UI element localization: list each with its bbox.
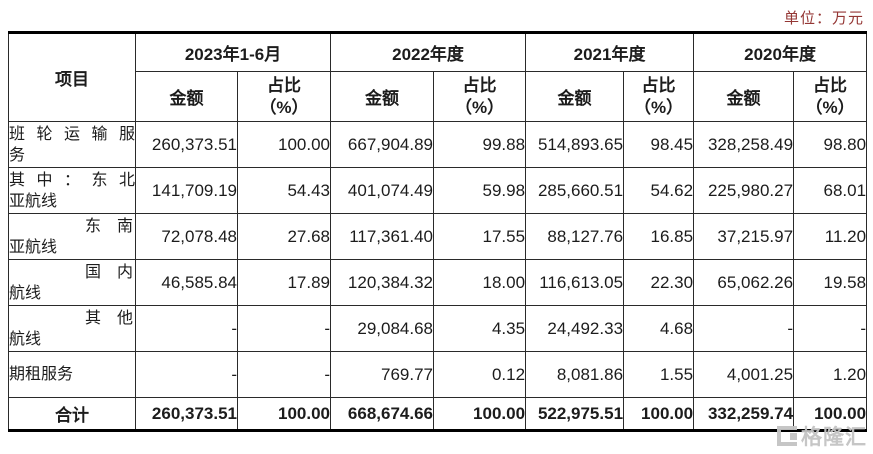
ratio-cell: 98.45 xyxy=(623,121,695,168)
ratio-cell: - xyxy=(793,305,868,352)
amount-header-2022: 金额 xyxy=(330,71,435,122)
period-header-2021: 2021年度 xyxy=(525,32,695,72)
ratio-cell: 68.01 xyxy=(793,167,868,214)
row-label: 其 他 航线 xyxy=(8,305,136,352)
amount-cell: 24,492.33 xyxy=(525,305,625,352)
amount-cell: 667,904.89 xyxy=(330,121,435,168)
gelonghui-logo-icon xyxy=(777,426,797,446)
ratio-cell: 54.62 xyxy=(623,167,695,214)
ratio-cell: 4.68 xyxy=(623,305,695,352)
ratio-cell: 99.88 xyxy=(433,121,527,168)
ratio-header-line1: 占比 xyxy=(641,75,676,95)
amount-cell: 116,613.05 xyxy=(525,259,625,306)
table-row-liner-service: 班轮运输服 务 260,373.51 100.00 667,904.89 99.… xyxy=(8,121,868,168)
ratio-cell: 22.30 xyxy=(623,259,695,306)
table-row-other-routes: 其 他 航线 - - 29,084.68 4.35 24,492.33 4.68… xyxy=(8,305,868,352)
ratio-cell: 0.12 xyxy=(433,351,527,398)
ratio-cell: 1.55 xyxy=(623,351,695,398)
amount-cell: 332,259.74 xyxy=(693,397,795,431)
unit-label: 单位：万元 xyxy=(783,10,864,27)
revenue-table-wrap: 项目 2023年1-6月 2022年度 2021年度 2020年度 金额 占比 … xyxy=(8,31,868,432)
ratio-cell: 54.43 xyxy=(236,167,332,214)
revenue-table: 项目 2023年1-6月 2022年度 2021年度 2020年度 金额 占比 … xyxy=(8,31,868,432)
amount-cell: 4,001.25 xyxy=(693,351,795,398)
amount-cell: 401,074.49 xyxy=(330,167,435,214)
table-row-time-charter: 期租服务 - - 769.77 0.12 8,081.86 1.55 4,001… xyxy=(8,351,868,398)
table-row-southeast-asia: 东 南 亚航线 72,078.48 27.68 117,361.40 17.55… xyxy=(8,213,868,260)
ratio-header-2022: 占比 （%） xyxy=(433,71,527,122)
amount-cell: 72,078.48 xyxy=(135,213,238,260)
amount-header-2023: 金额 xyxy=(135,71,238,122)
row-label: 班轮运输服 务 xyxy=(8,121,136,168)
period-header-2023: 2023年1-6月 xyxy=(134,32,332,72)
ratio-cell: 98.80 xyxy=(793,121,868,168)
amount-cell: 514,893.65 xyxy=(525,121,625,168)
amount-cell: - xyxy=(693,305,795,352)
amount-cell: 260,373.51 xyxy=(135,397,238,431)
ratio-header-line2: （%） xyxy=(633,97,684,117)
ratio-cell: 19.58 xyxy=(793,259,868,306)
amount-cell: 260,373.51 xyxy=(135,121,238,168)
ratio-header-line2: （%） xyxy=(259,97,309,117)
amount-cell: - xyxy=(135,305,238,352)
ratio-cell: 100.00 xyxy=(793,397,868,431)
ratio-cell: - xyxy=(236,351,332,398)
ratio-cell: 27.68 xyxy=(236,213,332,260)
amount-cell: 37,215.97 xyxy=(693,213,795,260)
ratio-cell: 16.85 xyxy=(623,213,695,260)
amount-cell: 120,384.32 xyxy=(330,259,435,306)
ratio-header-2020: 占比 （%） xyxy=(793,71,868,122)
table-row-northeast-asia: 其中：东北 亚航线 141,709.19 54.43 401,074.49 59… xyxy=(8,167,868,214)
ratio-cell: 100.00 xyxy=(623,397,695,431)
ratio-header-line1: 占比 xyxy=(813,75,848,95)
table-row-domestic: 国 内 航线 46,585.84 17.89 120,384.32 18.00 … xyxy=(8,259,868,306)
ratio-cell: 100.00 xyxy=(236,121,332,168)
amount-header-2021: 金额 xyxy=(525,71,625,122)
period-header-2022: 2022年度 xyxy=(330,32,527,72)
table-row-total: 合计 260,373.51 100.00 668,674.66 100.00 5… xyxy=(8,397,868,431)
row-label: 国 内 航线 xyxy=(8,259,136,306)
amount-header-2020: 金额 xyxy=(693,71,795,122)
ratio-cell: 59.98 xyxy=(433,167,527,214)
amount-cell: 285,660.51 xyxy=(525,167,625,214)
ratio-cell: 18.00 xyxy=(433,259,527,306)
gelonghui-watermark: 格隆汇 xyxy=(777,421,867,451)
item-column-header: 项目 xyxy=(8,32,136,122)
period-header-2020: 2020年度 xyxy=(693,32,868,72)
amount-cell: 65,062.26 xyxy=(693,259,795,306)
total-label: 合计 xyxy=(8,397,136,431)
amount-cell: 8,081.86 xyxy=(525,351,625,398)
amount-cell: - xyxy=(135,351,238,398)
amount-cell: 46,585.84 xyxy=(135,259,238,306)
amount-cell: 328,258.49 xyxy=(693,121,795,168)
row-label: 期租服务 xyxy=(8,351,136,398)
ratio-header-line1: 占比 xyxy=(462,75,497,95)
ratio-cell: 1.20 xyxy=(793,351,868,398)
amount-cell: 668,674.66 xyxy=(330,397,435,431)
amount-cell: 225,980.27 xyxy=(693,167,795,214)
ratio-cell: 17.89 xyxy=(236,259,332,306)
amount-cell: 88,127.76 xyxy=(525,213,625,260)
amount-cell: 117,361.40 xyxy=(330,213,435,260)
ratio-cell: 100.00 xyxy=(236,397,332,431)
amount-cell: 29,084.68 xyxy=(330,305,435,352)
ratio-cell: 100.00 xyxy=(433,397,527,431)
ratio-cell: - xyxy=(236,305,332,352)
ratio-header-line2: （%） xyxy=(805,97,855,117)
row-label: 其中：东北 亚航线 xyxy=(8,167,136,214)
ratio-header-line2: （%） xyxy=(454,97,505,117)
amount-cell: 522,975.51 xyxy=(525,397,625,431)
amount-cell: 141,709.19 xyxy=(135,167,238,214)
ratio-header-2023: 占比 （%） xyxy=(236,71,332,122)
row-label: 东 南 亚航线 xyxy=(8,213,136,260)
ratio-cell: 11.20 xyxy=(793,213,868,260)
ratio-cell: 4.35 xyxy=(433,305,527,352)
ratio-header-line1: 占比 xyxy=(267,75,301,95)
amount-cell: 769.77 xyxy=(330,351,435,398)
ratio-cell: 17.55 xyxy=(433,213,527,260)
ratio-header-2021: 占比 （%） xyxy=(623,71,695,122)
watermark-text: 格隆汇 xyxy=(801,426,867,449)
